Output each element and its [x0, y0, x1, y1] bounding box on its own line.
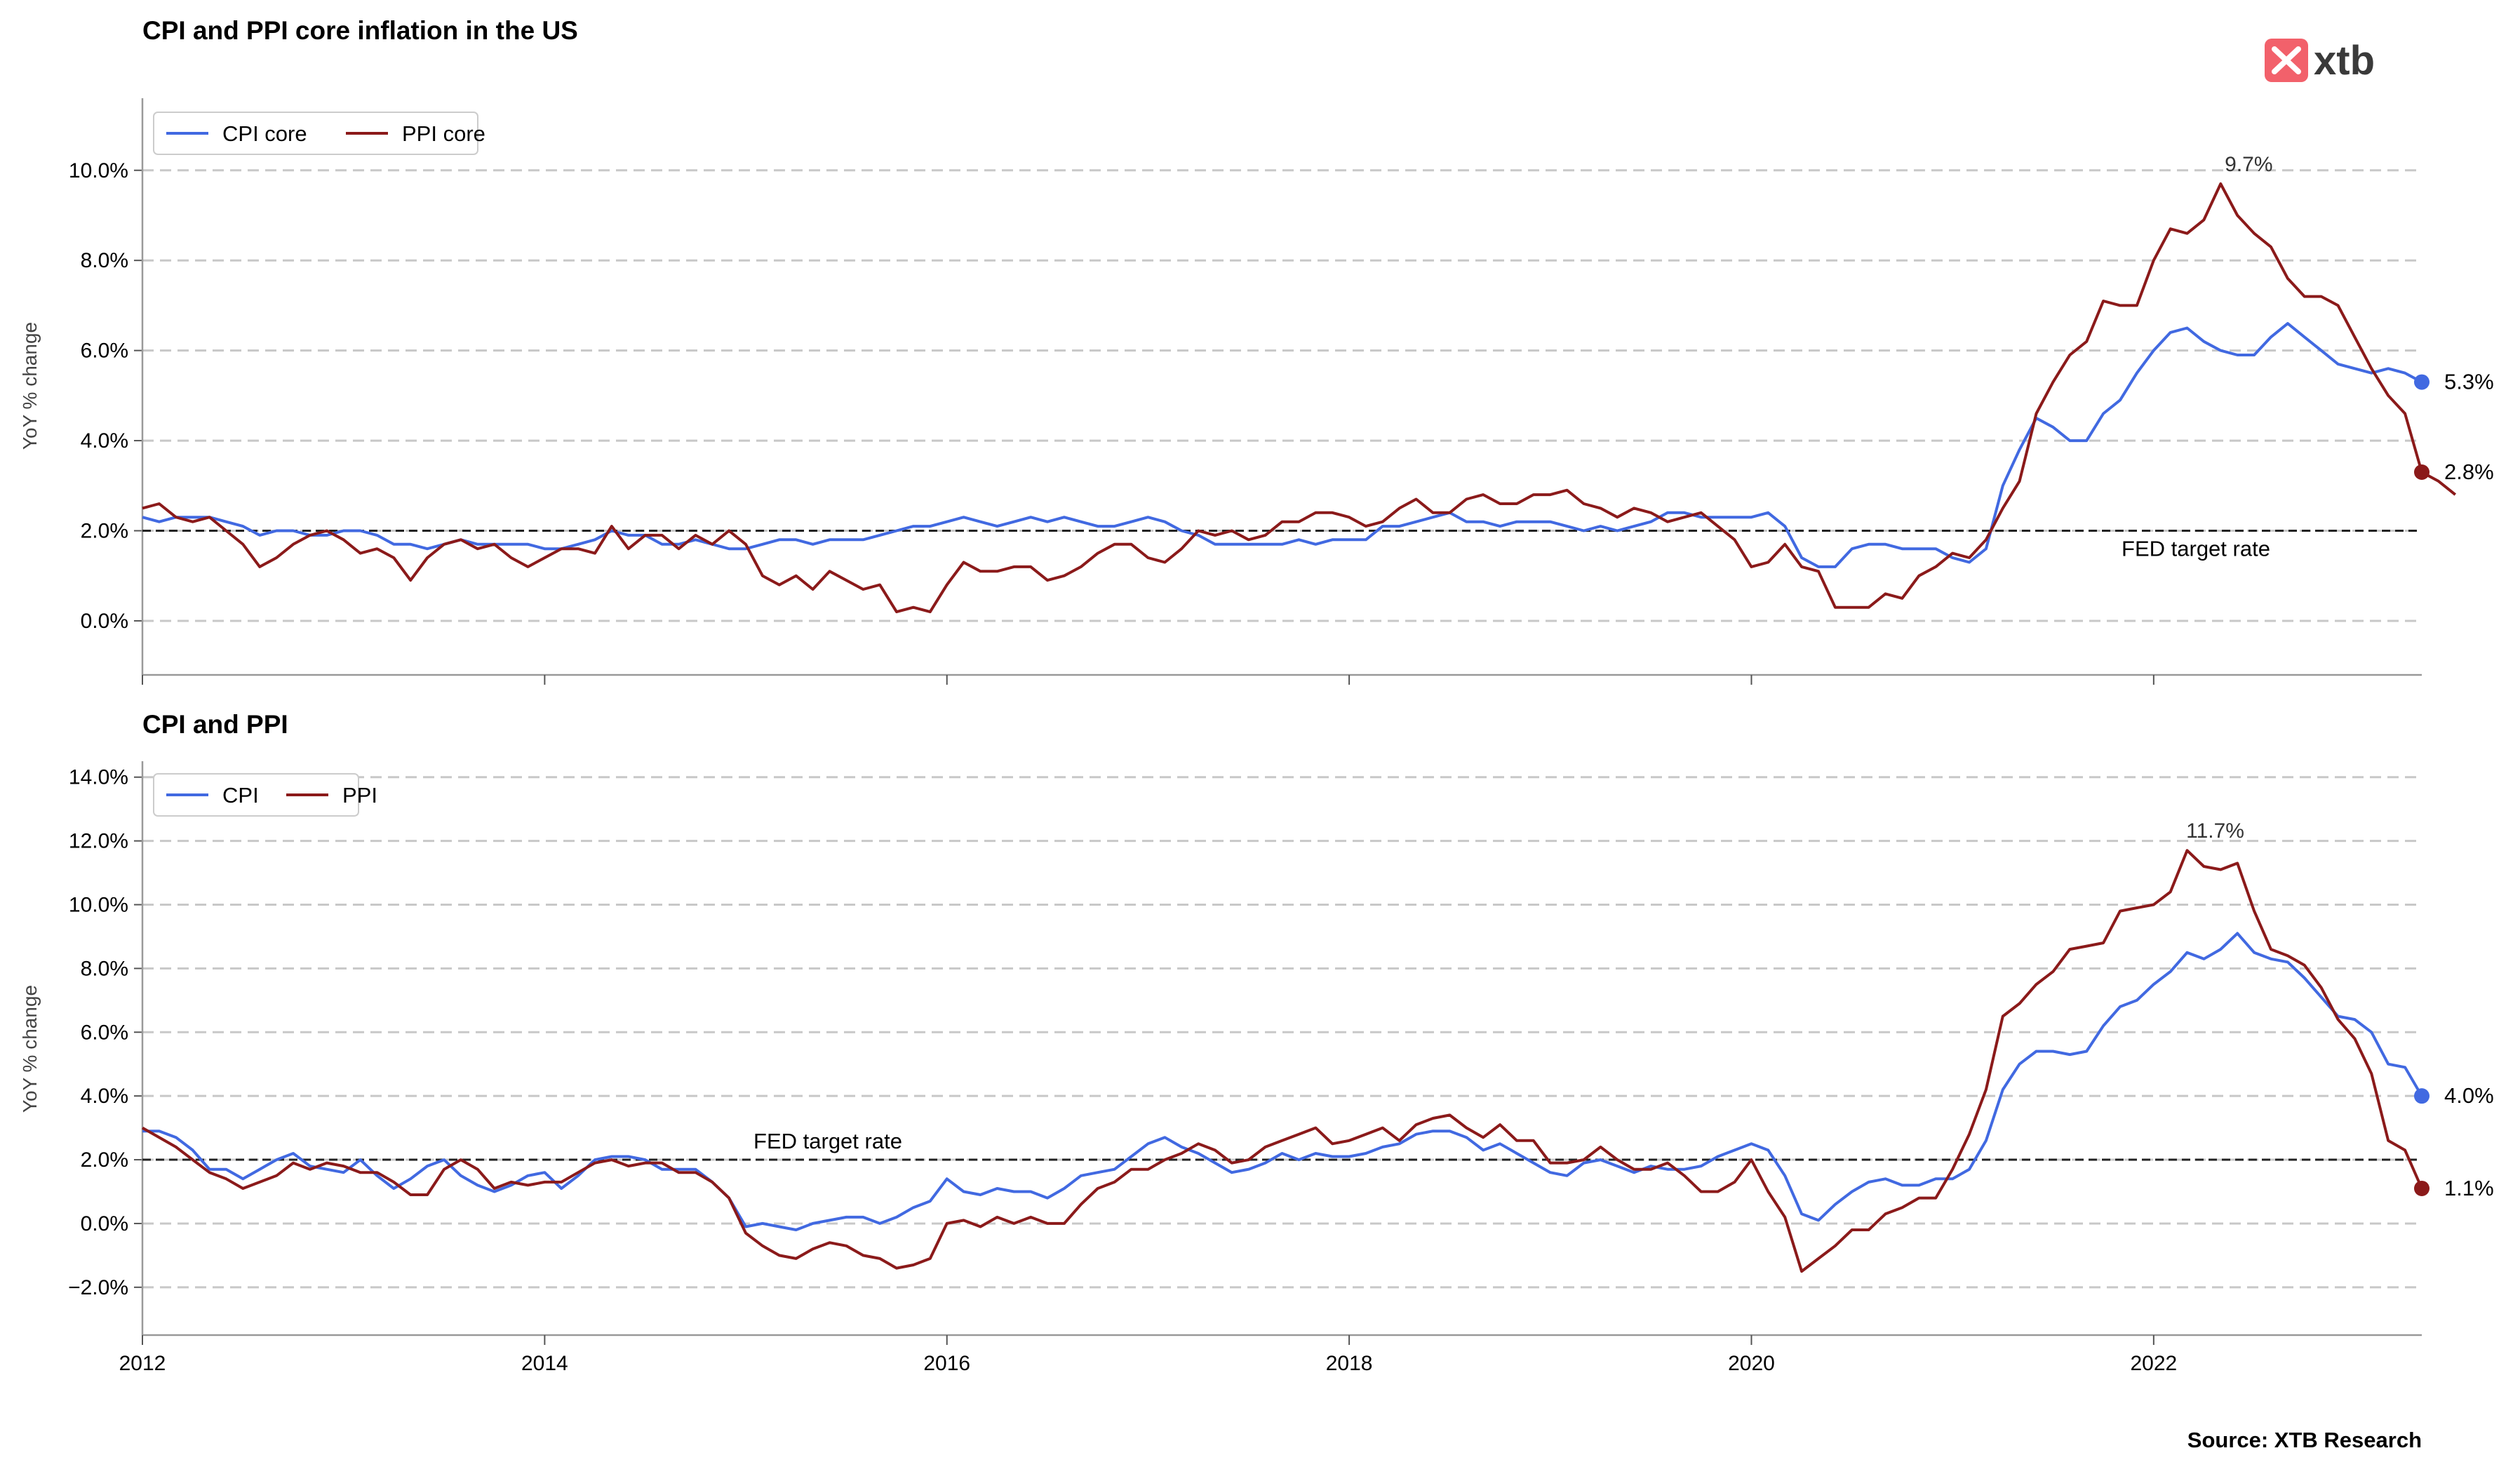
y-tick-label: 4.0%	[81, 429, 128, 453]
xtb-x-icon-glyph	[2272, 46, 2301, 74]
y-tick-label: 10.0%	[69, 894, 128, 917]
chart-panel-2: CPI and PPI −2.0% 0.0% 2.0% 4.0% 6.0% 8.0% 10.0…	[19, 710, 2494, 1375]
y-axis-label: YoY % change	[19, 985, 41, 1113]
y-tick-label: 14.0%	[69, 766, 128, 789]
series-end-marker	[2414, 1180, 2429, 1196]
series-line-cpi-core	[142, 322, 2422, 568]
xtb-logo: xtb	[2265, 38, 2375, 83]
y-tick-label: 8.0%	[81, 957, 128, 980]
y-tick-label: 6.0%	[81, 340, 128, 363]
x-tick-label: 2018	[1326, 1352, 1373, 1375]
y-tick-label: −2.0%	[68, 1276, 128, 1299]
y-tick-label: 4.0%	[81, 1085, 128, 1108]
y-tick-label: 2.0%	[81, 1148, 128, 1172]
chart-title: CPI and PPI core inflation in the US	[142, 16, 578, 45]
legend: CPI PPI	[153, 773, 377, 817]
legend-label: CPI	[222, 783, 259, 808]
y-tick-label: 6.0%	[81, 1021, 128, 1044]
legend-label: CPI core	[222, 121, 307, 146]
y-axis-label: YoY % change	[19, 322, 41, 450]
xtb-logo-text: xtb	[2314, 38, 2375, 83]
series-end-label: 2.8%	[2444, 460, 2494, 484]
series-line-ppi-core	[142, 182, 2457, 614]
chart-panel-1: CPI and PPI core inflation in the US 0.0%…	[19, 16, 2494, 685]
legend-label: PPI core	[402, 121, 485, 146]
y-tick-label: 0.0%	[81, 610, 128, 633]
legend: CPI core PPI core	[153, 112, 485, 155]
x-tick-label: 2022	[2130, 1352, 2177, 1375]
legend-label: PPI	[342, 783, 377, 808]
y-tick-label: 2.0%	[81, 520, 128, 543]
series-end-marker	[2414, 464, 2429, 481]
y-tick-label: 12.0%	[69, 830, 128, 853]
series-end-label: 1.1%	[2444, 1176, 2494, 1200]
x-tick-label: 2014	[521, 1352, 568, 1375]
y-tick-label: 0.0%	[81, 1212, 128, 1235]
source-label: Source: XTB Research	[2187, 1428, 2422, 1452]
fed-target-label: FED target rate	[2122, 537, 2270, 561]
chart-title: CPI and PPI	[142, 710, 288, 739]
x-tick-label: 2012	[119, 1352, 166, 1375]
legend-box	[153, 112, 478, 155]
y-tick-label: 8.0%	[81, 249, 128, 272]
peak-annotation: 9.7%	[2225, 153, 2272, 176]
x-tick-label: 2016	[923, 1352, 970, 1375]
series-end-marker	[2414, 374, 2429, 390]
series-end-marker	[2414, 1088, 2429, 1104]
peak-annotation: 11.7%	[2186, 819, 2244, 843]
series-end-label: 4.0%	[2444, 1083, 2494, 1108]
series-line-ppi	[142, 849, 2423, 1273]
x-tick-label: 2020	[1728, 1352, 1775, 1375]
series-line-cpi	[142, 932, 2423, 1231]
legend-box	[153, 773, 359, 817]
series-end-label: 5.3%	[2444, 370, 2494, 394]
y-tick-label: 10.0%	[69, 159, 128, 182]
fed-target-label: FED target rate	[753, 1129, 902, 1153]
